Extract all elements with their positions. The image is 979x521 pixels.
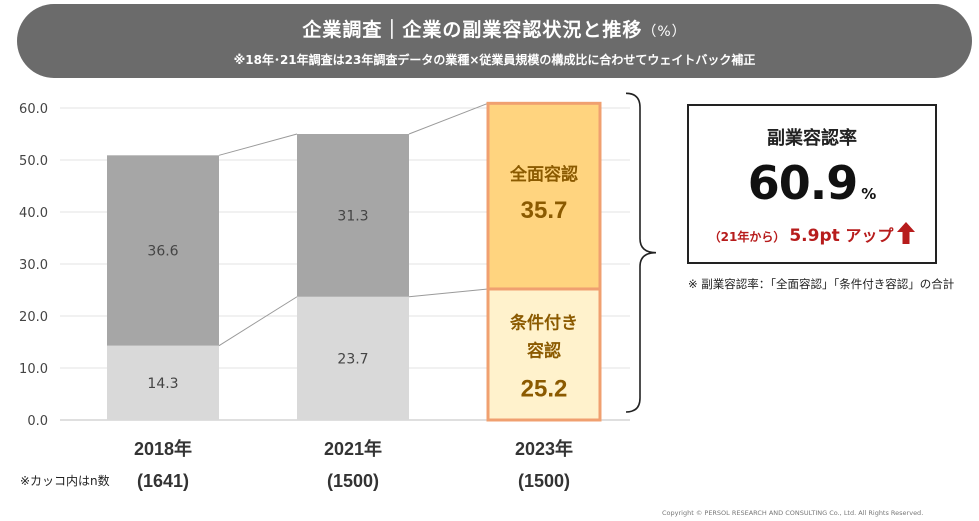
series-label-conditional: 容認 [527, 340, 561, 360]
sample-size-label: (1641) [137, 471, 189, 491]
data-label-conditional: 25.2 [521, 375, 568, 402]
sample-size-label: (1500) [518, 471, 570, 491]
summary-value: 60.9% [689, 156, 935, 210]
series-label-conditional: 条件付き [509, 312, 578, 332]
data-label: 36.6 [147, 243, 178, 259]
connector-line [218, 133, 298, 156]
definition-note: ※ 副業容認率：「全面容認」「条件付き容認」の合計 [688, 277, 955, 291]
y-tick-label: 20.0 [19, 310, 48, 325]
bar-segment-full [297, 134, 409, 297]
connector-line [408, 288, 489, 298]
summary-from: （21年から） [708, 230, 786, 244]
title-unit: （%） [642, 24, 687, 40]
y-tick-label: 40.0 [19, 206, 48, 221]
series-label-full: 全面容認 [509, 164, 578, 184]
bar-segment-full [107, 155, 219, 346]
summary-box: 副業容認率 60.9% （21年から） 5.9pt アップ [687, 104, 937, 264]
sample-size-note: ※カッコ内はn数 [20, 474, 110, 488]
up-arrow-icon [897, 222, 916, 244]
curly-brace [625, 92, 657, 413]
connector-line [408, 102, 489, 135]
summary-unit: % [861, 185, 877, 203]
y-tick-label: 30.0 [19, 258, 48, 273]
copyright: Copyright © PERSOL RESEARCH AND CONSULTI… [662, 509, 924, 517]
summary-change: （21年から） 5.9pt アップ [689, 222, 935, 246]
data-label-full: 35.7 [521, 197, 568, 224]
summary-up: アップ [845, 226, 894, 245]
connector-line [218, 296, 298, 347]
bar-segment-conditional [486, 287, 602, 422]
summary-delta: 5.9pt [789, 226, 840, 246]
chart-title: 企業調査｜企業の副業容認状況と推移（%） [302, 19, 687, 41]
x-tick-label: 2018年 [134, 438, 192, 459]
y-tick-label: 60.0 [19, 102, 48, 117]
header-banner: 企業調査｜企業の副業容認状況と推移（%） ※18年･21年調査は23年調査データ… [17, 4, 972, 78]
y-tick-label: 10.0 [19, 362, 48, 377]
y-tick-label: 50.0 [19, 154, 48, 169]
data-label: 31.3 [337, 208, 368, 224]
bar-segment-conditional [107, 345, 219, 420]
data-label: 14.3 [147, 376, 178, 392]
bar-segment-conditional [297, 296, 409, 420]
sample-size-label: (1500) [327, 471, 379, 491]
chart-subtitle: ※18年･21年調査は23年調査データの業種×従業員規模の構成比に合わせてウェイ… [233, 53, 756, 67]
summary-title: 副業容認率 [767, 128, 857, 149]
summary-number: 60.9 [747, 156, 858, 210]
x-tick-label: 2021年 [324, 438, 382, 459]
data-label: 23.7 [337, 351, 368, 367]
x-tick-label: 2023年 [515, 438, 573, 459]
bar-segment-full [486, 101, 602, 291]
y-tick-label: 0.0 [27, 414, 48, 429]
